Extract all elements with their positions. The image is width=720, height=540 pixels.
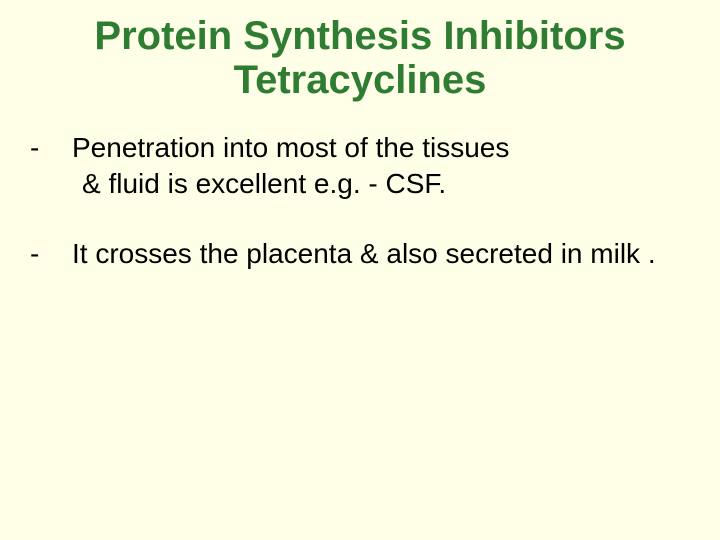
bullet-text: It crosses the placenta & also secreted …: [72, 236, 690, 272]
slide: Protein Synthesis Inhibitors Tetracyclin…: [0, 0, 720, 540]
bullet-marker: -: [30, 236, 72, 272]
bullet-list: - Penetration into most of the tissues &…: [30, 130, 690, 271]
title-line-2: Tetracyclines: [30, 58, 690, 102]
slide-title: Protein Synthesis Inhibitors Tetracyclin…: [30, 14, 690, 102]
bullet-item: - It crosses the placenta & also secrete…: [30, 236, 690, 272]
bullet-text-line-1: Penetration into most of the tissues: [72, 132, 509, 163]
bullet-marker: -: [30, 130, 72, 202]
bullet-item: - Penetration into most of the tissues &…: [30, 130, 690, 202]
title-line-1: Protein Synthesis Inhibitors: [30, 14, 690, 58]
bullet-text: Penetration into most of the tissues & f…: [72, 130, 690, 202]
bullet-text-line-2: & fluid is excellent e.g. - CSF.: [72, 166, 690, 202]
